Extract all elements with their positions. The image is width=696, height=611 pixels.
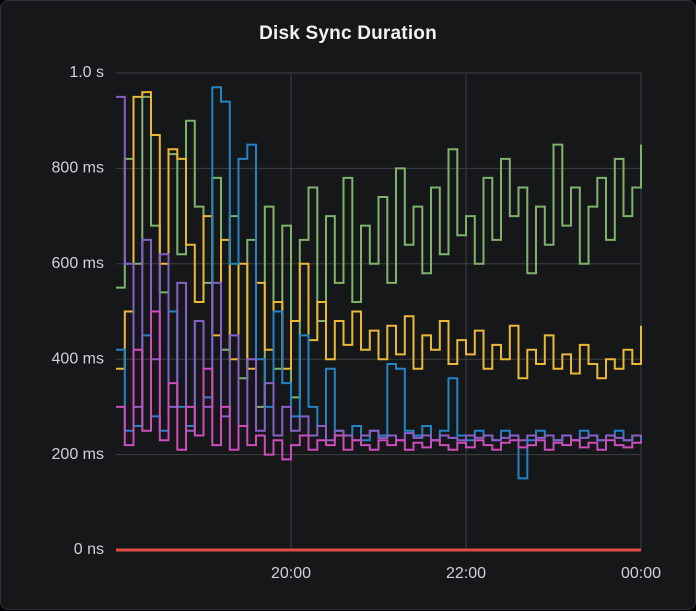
plot-area[interactable] xyxy=(116,73,641,550)
x-axis-tick-label: 20:00 xyxy=(271,565,311,582)
y-axis-tick-label: 800 ms xyxy=(52,160,104,177)
y-axis-tick-label: 1.0 s xyxy=(69,64,104,81)
y-axis-tick-label: 400 ms xyxy=(52,350,104,367)
panel-title[interactable]: Disk Sync Duration xyxy=(1,23,695,45)
y-axis-tick-label: 200 ms xyxy=(52,446,104,463)
x-axis-tick-label: 22:00 xyxy=(446,565,486,582)
x-axis-tick-label: 00:00 xyxy=(621,565,661,582)
y-axis-tick-label: 0 ns xyxy=(74,541,104,558)
y-axis-tick-label: 600 ms xyxy=(52,255,104,272)
